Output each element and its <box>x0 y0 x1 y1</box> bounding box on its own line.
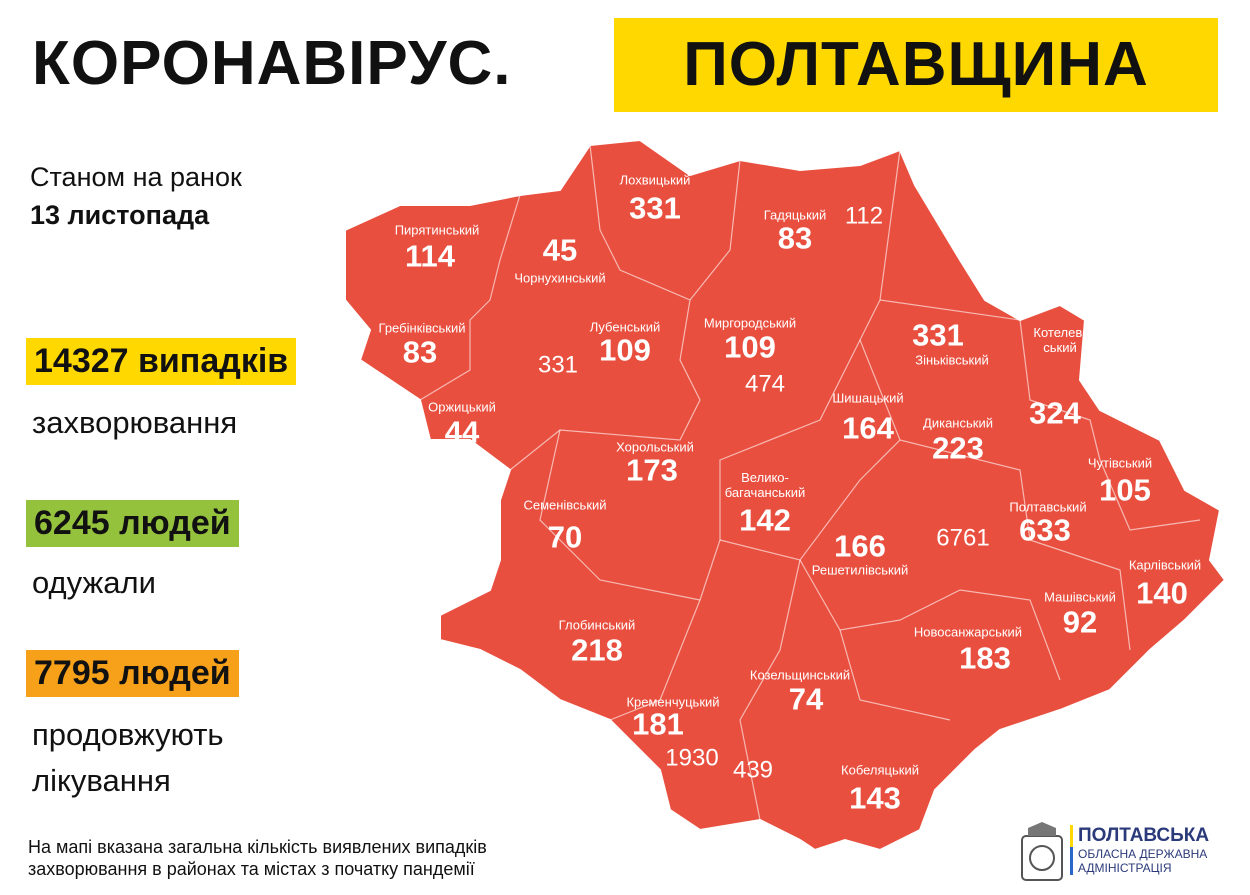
district-value: 109 <box>724 329 776 365</box>
district-name: Полтавський <box>1009 499 1087 515</box>
district-value: 181 <box>632 706 684 742</box>
district-name: Хорольський <box>616 439 694 455</box>
district-name: Миргородський <box>703 315 797 331</box>
district-value: 44 <box>444 414 480 450</box>
district-value: 173 <box>626 452 678 488</box>
district-name: Кобеляцький <box>841 762 919 778</box>
district-value: 633 <box>1019 512 1071 548</box>
district-name: Семенівський <box>523 497 607 513</box>
district-value: 140 <box>1136 575 1188 611</box>
district-name: Оржицький <box>428 399 496 415</box>
district-value: 70 <box>547 519 583 555</box>
district-name: Пирятинський <box>394 222 480 238</box>
district-value: 143 <box>849 780 901 816</box>
city-value: 1930 <box>665 744 719 772</box>
district-value: 223 <box>932 430 984 466</box>
district-name: Котелев- ський <box>1033 325 1087 355</box>
city-value: 474 <box>744 370 786 398</box>
district-value: 83 <box>402 334 438 370</box>
district-name: Глобинський <box>558 617 636 633</box>
district-value: 109 <box>599 332 651 368</box>
title: КОРОНАВІРУС. <box>32 29 512 98</box>
district-value: 218 <box>571 632 623 668</box>
city-value: 6761 <box>936 524 990 552</box>
district-name: Гадяцький <box>763 207 827 223</box>
stat-caption: лікування <box>32 763 171 798</box>
district-value: 183 <box>959 640 1011 676</box>
city-value: 112 <box>844 202 884 230</box>
district-name: Чутівський <box>1087 455 1153 471</box>
district-value: 331 <box>912 317 964 353</box>
district-name: Велико- багачанський <box>724 470 806 500</box>
district-value: 324 <box>1029 395 1081 431</box>
district-name: Решетилівський <box>811 562 909 578</box>
district-value: 105 <box>1099 472 1151 508</box>
district-name: Машівський <box>1044 589 1116 605</box>
stat-value: 6245 людей <box>26 500 239 547</box>
district-value: 166 <box>834 528 886 564</box>
district-name: Карлівський <box>1128 557 1202 573</box>
district-name: Новосанжарський <box>913 624 1023 640</box>
district-value: 164 <box>842 410 894 446</box>
footnote-line: На мапі вказана загальна кількість виявл… <box>28 837 487 857</box>
district-name: Шишацький <box>832 390 904 406</box>
district-name: Зіньківський <box>915 352 989 368</box>
district-borders <box>419 144 1201 821</box>
district-value: 92 <box>1062 604 1098 640</box>
district-name: Лохвицький <box>619 172 691 188</box>
stat-caption: одужали <box>32 565 156 600</box>
district-value: 114 <box>404 238 456 274</box>
footnote-line: захворювання в районах та містах з почат… <box>28 859 475 879</box>
district-name: Лубенський <box>589 319 661 335</box>
logo: ПОЛТАВСЬКА ОБЛАСНА ДЕРЖАВНА АДМІНІСТРАЦІ… <box>1070 825 1209 875</box>
logo-line: АДМІНІСТРАЦІЯ <box>1070 861 1209 875</box>
date-line: 13 листопада <box>30 200 210 230</box>
logo-line: ОБЛАСНА ДЕРЖАВНА <box>1070 847 1209 861</box>
district-value: 142 <box>739 502 791 538</box>
city-value: 439 <box>732 756 774 784</box>
district-value: 45 <box>542 232 578 268</box>
footnote: На мапі вказана загальна кількість виявл… <box>28 836 487 880</box>
city-value: 331 <box>537 351 579 379</box>
district-name: Чорнухинський <box>514 270 606 286</box>
title-highlight: ПОЛТАВЩИНА <box>614 18 1218 112</box>
district-value: 83 <box>777 220 813 256</box>
district-name: Козельщинський <box>749 667 851 683</box>
stat-caption: продовжують <box>32 717 224 752</box>
district-value: 74 <box>788 681 824 717</box>
district-name: Кременчуцький <box>626 694 720 710</box>
district-value: 331 <box>629 190 681 226</box>
district-name: Гребінківський <box>378 320 466 336</box>
date-line: Станом на ранок <box>30 162 242 192</box>
stat-value: 7795 людей <box>26 650 239 697</box>
logo-name: ПОЛТАВСЬКА <box>1070 825 1209 847</box>
date: Станом на ранок 13 листопада <box>30 158 242 234</box>
logo-emblem <box>1021 822 1063 881</box>
stat-value: 14327 випадків <box>26 338 297 385</box>
district-name: Диканський <box>923 415 993 431</box>
stat-caption: захворювання <box>32 405 238 440</box>
